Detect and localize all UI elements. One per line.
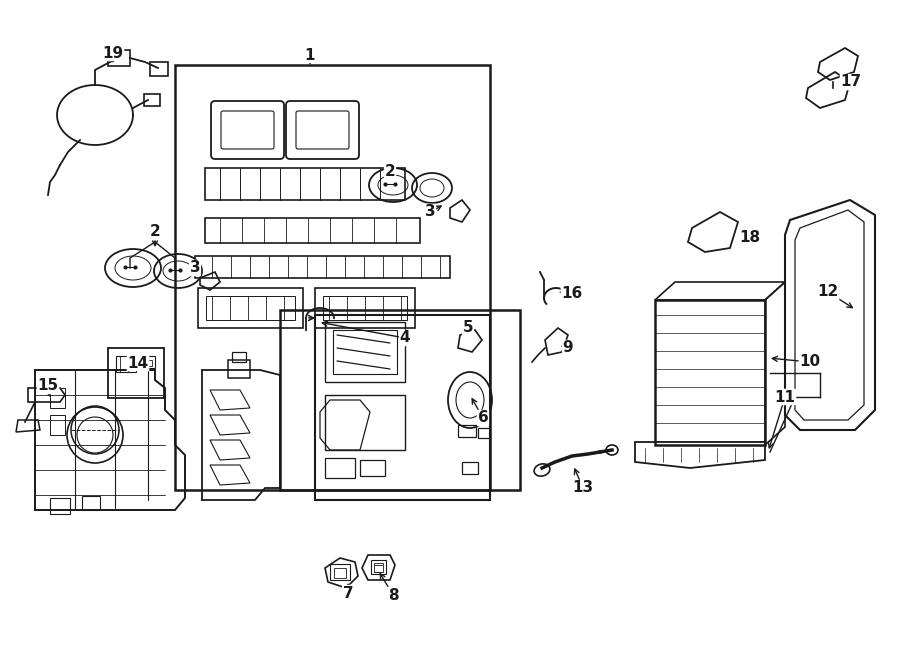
Bar	[334, 568, 346, 578]
Bar	[116, 356, 136, 372]
Bar	[232, 352, 246, 362]
Text: 14: 14	[128, 356, 148, 371]
Bar	[315, 288, 415, 328]
Bar	[323, 296, 407, 320]
Bar	[50, 498, 70, 514]
Bar	[228, 360, 250, 378]
Text: 1: 1	[305, 48, 315, 63]
Bar	[206, 296, 295, 320]
Bar	[333, 330, 397, 374]
Bar	[82, 496, 100, 510]
Bar	[205, 168, 405, 200]
Bar	[462, 462, 478, 474]
Text: 10: 10	[799, 354, 821, 369]
Text: 16: 16	[562, 286, 582, 301]
Bar	[325, 322, 405, 382]
Text: 15: 15	[38, 379, 58, 393]
Bar	[143, 360, 152, 366]
Text: 3: 3	[425, 204, 436, 219]
Text: 7: 7	[343, 586, 354, 600]
Text: 3: 3	[190, 260, 201, 276]
Text: 19: 19	[103, 46, 123, 61]
Bar	[478, 428, 490, 438]
Bar	[144, 94, 160, 106]
Text: 11: 11	[775, 389, 796, 405]
Bar	[458, 425, 476, 437]
Text: 12: 12	[817, 284, 839, 299]
Text: 5: 5	[463, 321, 473, 336]
Bar	[374, 563, 383, 572]
Text: 9: 9	[562, 340, 573, 356]
Bar	[140, 356, 155, 368]
Text: 17: 17	[841, 75, 861, 89]
Bar	[325, 458, 355, 478]
Bar	[150, 62, 168, 76]
Bar	[195, 256, 450, 278]
Bar	[330, 564, 350, 580]
Bar	[108, 50, 130, 66]
Bar	[205, 218, 420, 243]
Text: 13: 13	[572, 481, 594, 496]
Text: 6: 6	[478, 410, 489, 426]
Bar	[360, 460, 385, 476]
Text: 2: 2	[384, 165, 395, 180]
Bar	[371, 560, 386, 574]
Bar	[198, 288, 303, 328]
Text: 4: 4	[400, 330, 410, 346]
Bar	[655, 300, 765, 445]
Text: 2: 2	[149, 225, 160, 239]
Text: 8: 8	[388, 588, 399, 602]
Bar	[108, 348, 164, 398]
Text: 18: 18	[740, 231, 760, 245]
Bar	[325, 395, 405, 450]
